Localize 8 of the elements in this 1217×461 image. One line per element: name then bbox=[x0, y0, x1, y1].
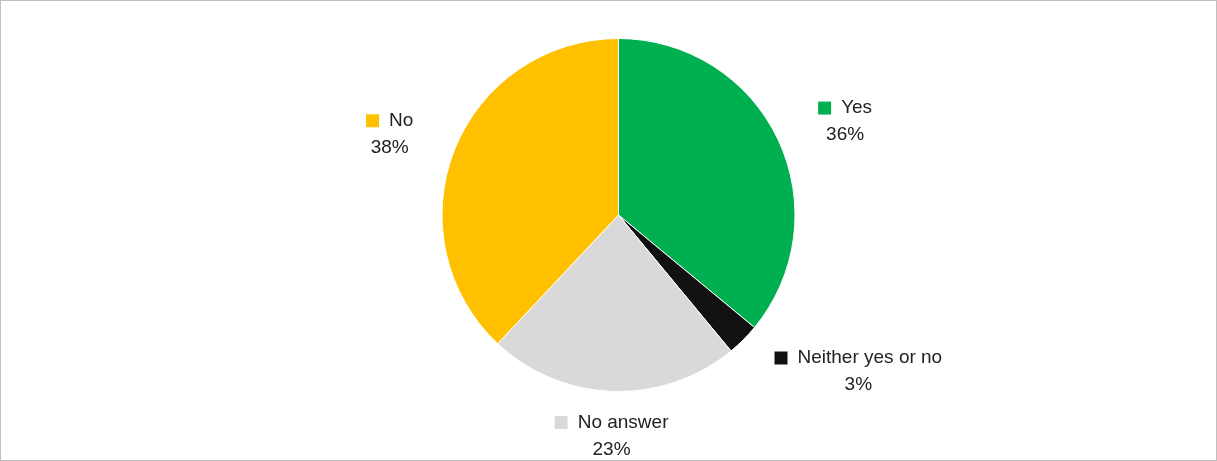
legend-label: No bbox=[389, 109, 414, 131]
legend-label: No answer bbox=[577, 410, 670, 432]
data-label: 23% bbox=[592, 437, 631, 459]
data-label: 38% bbox=[370, 136, 409, 158]
legend-label: Yes bbox=[841, 96, 873, 118]
data-label: 36% bbox=[826, 123, 865, 145]
legend-label: Neither yes or no bbox=[797, 346, 943, 368]
data-label: 3% bbox=[844, 373, 873, 395]
